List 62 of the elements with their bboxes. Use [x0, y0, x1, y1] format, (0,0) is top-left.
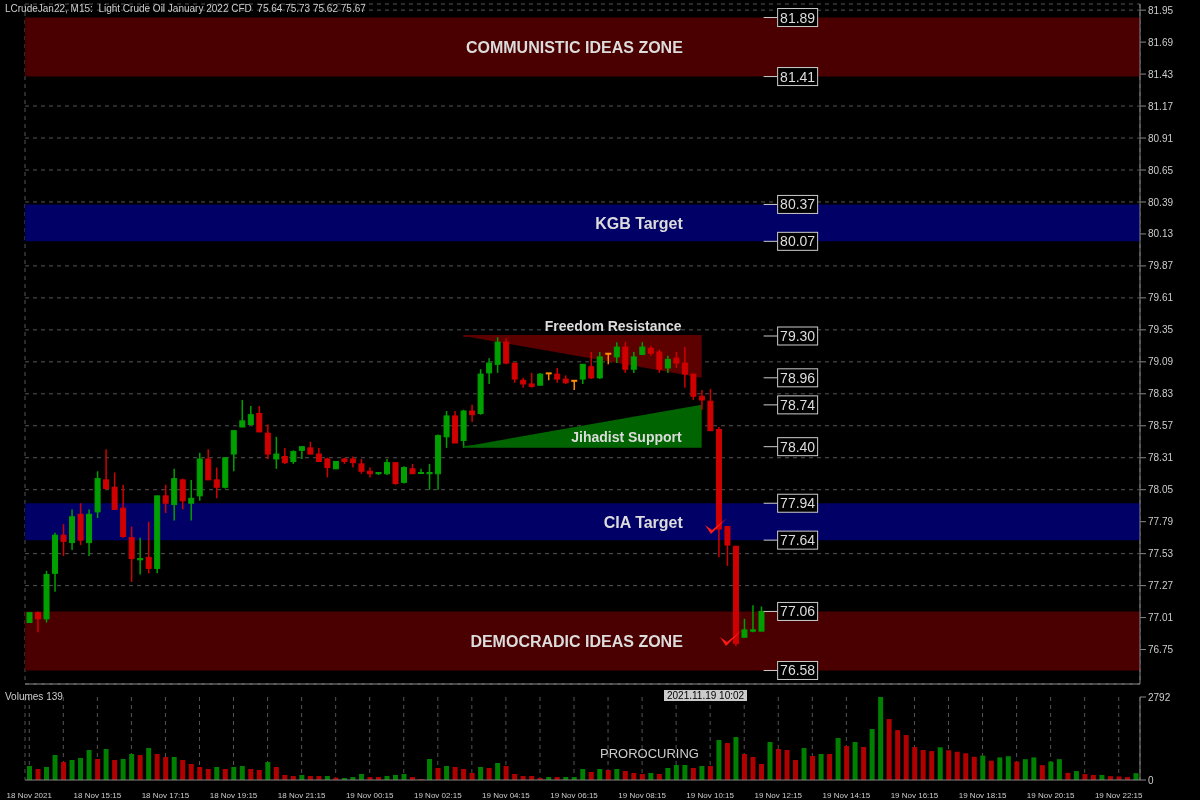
y-tick-label: 0	[1148, 774, 1154, 786]
annotation: 81.89	[780, 9, 816, 26]
annotation: 79.30	[780, 328, 816, 345]
x-tick-label: 18 Nov 21:15	[277, 791, 326, 800]
x-tick-label: 18 Nov 15:15	[73, 791, 122, 800]
annotation: 76.58	[780, 662, 816, 679]
annotation: 78.40	[780, 438, 816, 455]
y-tick-label: 81.17	[1148, 100, 1174, 112]
x-tick-label: 19 Nov 14:15	[822, 791, 871, 800]
annotation: 77.06	[780, 603, 816, 620]
y-tick-label: 78.31	[1148, 452, 1174, 464]
y-tick-label: 78.83	[1148, 388, 1174, 400]
band-label: CIA Target	[603, 513, 684, 531]
y-tick-label: 77.53	[1148, 548, 1174, 560]
x-tick-label: 18 Nov 17:15	[141, 791, 190, 800]
annotation: 78.74	[780, 396, 816, 413]
chart-title: LCrudeJan22, M15: Light Crude Oil January 2022 CFD 75.64 75.73 75.62 75.67	[5, 3, 366, 14]
band-label: COMMUNISTIC IDEAS ZONE	[465, 39, 684, 57]
annotation: 78.96	[780, 369, 816, 386]
x-tick-label: 19 Nov 04:15	[482, 791, 531, 800]
series-label: Jihadist Support	[571, 428, 682, 445]
y-tick-label: 80.65	[1148, 164, 1174, 176]
x-tick-label: 19 Nov 12:15	[754, 791, 803, 800]
y-tick-label: 81.95	[1148, 4, 1174, 16]
annotation: 2021.11.19 10:02	[664, 690, 748, 701]
x-tick-label: 19 Nov 10:15	[686, 791, 735, 800]
x-tick-label: 19 Nov 16:15	[890, 791, 939, 800]
x-tick-label: 19 Nov 08:15	[618, 791, 667, 800]
annotation: PROROCURING	[600, 746, 699, 761]
band-label: KGB Target	[595, 214, 684, 232]
x-tick-label: 19 Nov 18:15	[958, 791, 1007, 800]
y-tick-label: 77.79	[1148, 516, 1174, 528]
x-tick-label: 19 Nov 22:15	[1094, 791, 1144, 800]
series-label: Freedom Resistance	[544, 318, 682, 335]
x-tick-label: 19 Nov 02:15	[414, 791, 463, 800]
chart-title: Volumes 139	[5, 691, 63, 702]
y-tick-label: 79.35	[1148, 324, 1174, 336]
y-tick-label: 80.91	[1148, 132, 1174, 144]
annotation: 80.37	[780, 196, 816, 213]
annotation: 77.64	[780, 532, 816, 549]
x-tick-label: 18 Nov 2021	[6, 791, 53, 800]
y-tick-label: 79.61	[1148, 292, 1174, 304]
y-tick-label: 76.75	[1148, 644, 1174, 656]
annotation: 77.94	[780, 495, 816, 512]
y-tick-label: 78.57	[1148, 420, 1174, 432]
x-tick-label: 19 Nov 20:15	[1026, 791, 1075, 800]
y-tick-label: 81.69	[1148, 36, 1174, 48]
annotation: 80.07	[780, 233, 816, 250]
y-tick-label: 78.05	[1148, 484, 1174, 496]
x-tick-label: 19 Nov 06:15	[550, 791, 599, 800]
y-tick-label: 77.27	[1148, 580, 1174, 592]
y-tick-label: 80.13	[1148, 228, 1174, 240]
y-tick-label: 79.87	[1148, 260, 1174, 272]
y-tick-label: 81.43	[1148, 68, 1174, 80]
x-tick-label: 18 Nov 19:15	[209, 791, 258, 800]
y-tick-label: 80.39	[1148, 196, 1174, 208]
band-label: DEMOCRADIC IDEAS ZONE	[470, 632, 684, 650]
annotation: 81.41	[780, 68, 816, 85]
x-tick-label: 19 Nov 00:15	[345, 791, 395, 800]
y-tick-label: 2792	[1148, 691, 1171, 703]
y-tick-label: 79.09	[1148, 356, 1174, 368]
y-tick-label: 77.01	[1148, 612, 1174, 624]
